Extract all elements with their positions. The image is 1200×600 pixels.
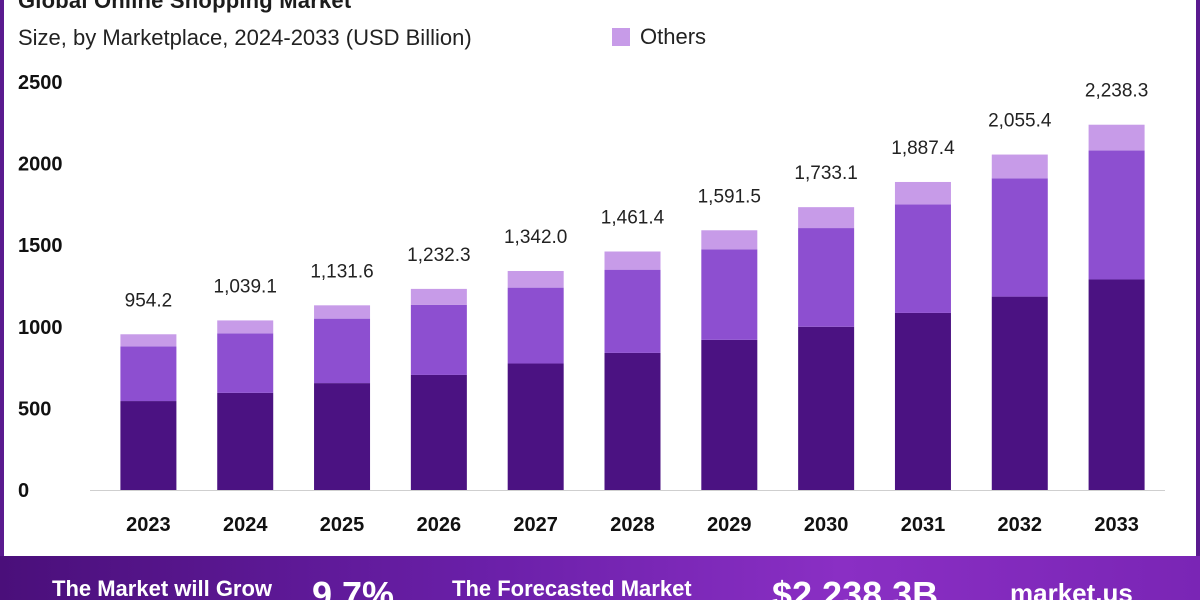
bar-segment <box>798 207 855 229</box>
bar-segment <box>991 154 1048 179</box>
legend-label-others: Others <box>640 24 707 49</box>
bar-segment <box>314 305 371 319</box>
y-tick-label: 500 <box>18 398 51 420</box>
bar-segment <box>217 320 274 334</box>
footer-banner: The Market will Grow 9.7% The Forecasted… <box>0 556 1200 600</box>
bar-segment <box>604 251 661 270</box>
bar-segment <box>701 230 758 250</box>
data-label-total: 1,131.6 <box>310 261 373 282</box>
bar-segment <box>894 204 951 313</box>
bar-segment <box>894 312 951 490</box>
bar-segment <box>798 228 855 327</box>
bar-segment <box>798 326 855 490</box>
data-label-total: 1,733.1 <box>794 163 857 184</box>
chart-title: Global Online Shopping Market <box>18 0 352 13</box>
x-tick-label: 2032 <box>998 514 1043 536</box>
bars <box>120 124 1145 490</box>
y-tick-label: 0 <box>18 480 29 502</box>
footer-forecast-text: The Forecasted Market <box>452 576 692 600</box>
footer-market-value: $2,238.3B <box>772 574 939 600</box>
x-tick-label: 2029 <box>707 514 752 536</box>
data-label-total: 1,342.0 <box>504 227 567 248</box>
bar-segment <box>120 401 177 490</box>
legend-swatch-others <box>612 28 630 46</box>
bar-segment <box>507 363 564 490</box>
x-tick-label: 2025 <box>320 514 365 536</box>
x-tick-label: 2023 <box>126 514 171 536</box>
bar-segment <box>410 304 467 375</box>
x-axis: 2023 2024 2025 2026 2027 2028 2029 2030 2031 2032… <box>126 514 1139 536</box>
data-label-total: 1,591.5 <box>698 186 761 207</box>
x-tick-label: 2030 <box>804 514 849 536</box>
bar-segment <box>1088 279 1145 490</box>
chart-subtitle: Size, by Marketplace, 2024-2033 (USD Bil… <box>18 25 472 50</box>
x-tick-label: 2028 <box>610 514 655 536</box>
bar-segment <box>991 178 1048 297</box>
x-tick-label: 2024 <box>223 514 268 536</box>
bar-segment <box>701 249 758 340</box>
bar-segment <box>991 296 1048 490</box>
bar-segment <box>217 333 274 393</box>
y-tick-label: 2000 <box>18 154 63 176</box>
bar-segment <box>701 339 758 490</box>
data-label-total: 1,887.4 <box>891 138 955 159</box>
footer-cagr-value: 9.7% <box>312 574 395 600</box>
bar-segment <box>507 270 564 288</box>
x-tick-label: 2033 <box>1094 514 1139 536</box>
bar-segment <box>507 287 564 364</box>
data-label-total: 1,232.3 <box>407 245 470 266</box>
bar-segment <box>1088 124 1145 151</box>
x-tick-label: 2026 <box>417 514 462 536</box>
bar-segment <box>894 181 951 205</box>
y-tick-label: 1500 <box>18 235 63 257</box>
data-label-total: 2,238.3 <box>1085 81 1148 102</box>
bar-segment <box>410 374 467 490</box>
data-label-total: 954.2 <box>125 290 173 311</box>
x-tick-label: 2031 <box>901 514 946 536</box>
legend-item-others: Others <box>612 24 706 50</box>
x-tick-label: 2027 <box>513 514 558 536</box>
bar-segment <box>314 383 371 490</box>
data-label-total: 1,039.1 <box>214 276 277 297</box>
y-tick-label: 1000 <box>18 317 63 339</box>
y-axis: 0 500 1000 1500 2000 2500 <box>18 72 63 502</box>
bar-segment <box>217 392 274 490</box>
bar-segment <box>120 334 177 347</box>
data-labels: 954.2 1,039.1 1,131.6 1,232.3 1,342.0 1,461.4… <box>125 81 1149 312</box>
bar-segment <box>410 288 467 305</box>
footer-grow-text: The Market will Grow <box>52 576 273 600</box>
bar-segment <box>120 346 177 402</box>
bar-segment <box>1088 150 1145 280</box>
bar-segment <box>604 352 661 490</box>
y-tick-label: 2500 <box>18 72 63 94</box>
data-label-total: 2,055.4 <box>988 111 1052 132</box>
bar-segment <box>314 318 371 384</box>
data-label-total: 1,461.4 <box>601 207 665 228</box>
bar-segment <box>604 269 661 353</box>
footer-brand-text: market.us <box>1010 578 1133 600</box>
